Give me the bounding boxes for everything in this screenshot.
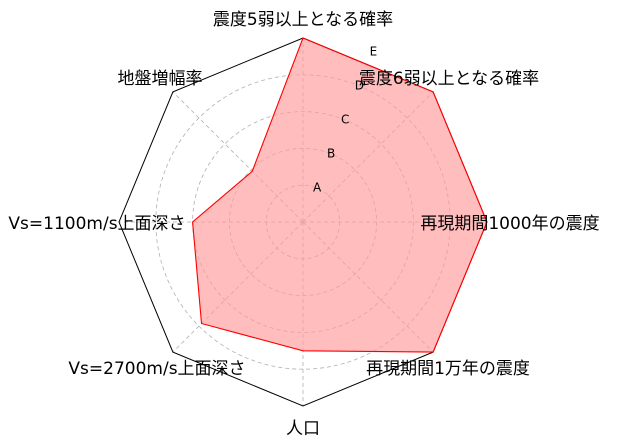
- axis-label-2: 再現期間1000年の震度: [420, 214, 599, 234]
- axis-label-3: 再現期間1万年の震度: [366, 359, 530, 379]
- axis-label-5: Vs=2700m/s上面深さ: [68, 359, 245, 379]
- axis-labels: 震度5弱以上となる確率震度6弱以上となる確率再現期間1000年の震度再現期間1万…: [8, 10, 599, 439]
- tick-label-C: C: [341, 113, 349, 127]
- axis-label-1: 震度6弱以上となる確率: [359, 69, 539, 89]
- tick-label-B: B: [327, 147, 335, 161]
- tick-label-A: A: [313, 181, 322, 195]
- axis-label-4: 人口: [286, 419, 320, 439]
- radial-tick-labels: A B C D E: [313, 45, 377, 195]
- tick-label-E: E: [370, 45, 378, 59]
- axis-label-0: 震度5弱以上となる確率: [213, 10, 393, 30]
- axis-label-7: 地盤増幅率: [118, 69, 203, 89]
- series-area: [192, 37, 488, 353]
- axis-label-6: Vs=1100m/s上面深さ: [8, 214, 185, 234]
- tick-label-D: D: [355, 79, 364, 93]
